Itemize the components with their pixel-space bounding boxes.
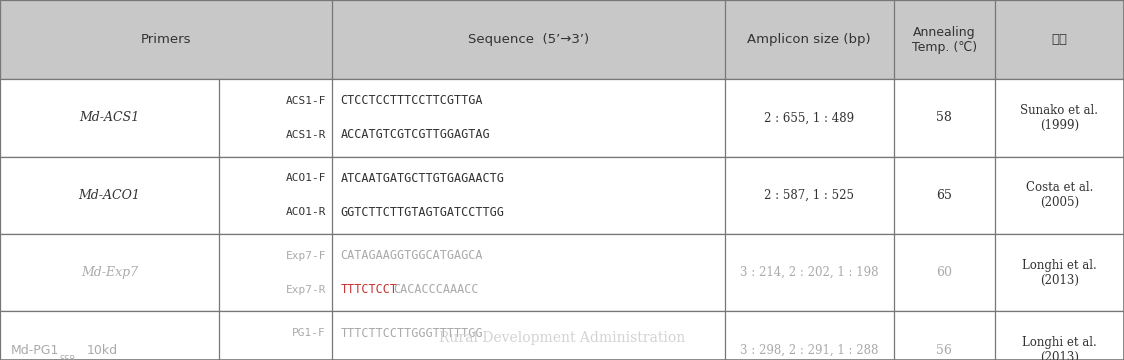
Text: ACO1-F: ACO1-F <box>285 173 326 183</box>
Text: ACO1-R: ACO1-R <box>285 207 326 217</box>
Text: Md-ACO1: Md-ACO1 <box>79 189 140 202</box>
Text: Md-PG1: Md-PG1 <box>10 343 60 357</box>
Text: ATCAATGATGCTTGTGAGAACTG: ATCAATGATGCTTGTGAGAACTG <box>341 172 505 185</box>
Bar <box>0 157 1124 234</box>
Text: PG1-F: PG1-F <box>292 328 326 338</box>
Text: Longhi et al.
(2013): Longhi et al. (2013) <box>1022 336 1097 360</box>
Text: ACS1-R: ACS1-R <box>285 130 326 140</box>
Text: Exp7-F: Exp7-F <box>285 251 326 261</box>
Text: 65: 65 <box>936 189 952 202</box>
Text: 2 : 587, 1 : 525: 2 : 587, 1 : 525 <box>764 189 854 202</box>
Text: GGTCTTCTTGTAGTGATCCTTGG: GGTCTTCTTGTAGTGATCCTTGG <box>341 206 505 219</box>
Text: Annealing
Temp. (℃): Annealing Temp. (℃) <box>912 26 977 54</box>
Text: Md-Exp7: Md-Exp7 <box>81 266 138 279</box>
Text: ACCATGTCGTCGTTGGAGTAG: ACCATGTCGTCGTTGGAGTAG <box>341 129 490 141</box>
Text: 3 : 298, 2 : 291, 1 : 288: 3 : 298, 2 : 291, 1 : 288 <box>740 343 879 357</box>
Text: Costa et al.
(2005): Costa et al. (2005) <box>1026 181 1093 209</box>
Text: TTTCTCCT: TTTCTCCT <box>341 283 398 296</box>
Text: Sequence  (5’→3’): Sequence (5’→3’) <box>468 33 589 46</box>
Text: 10kd: 10kd <box>88 343 118 357</box>
Text: ACS1-F: ACS1-F <box>285 96 326 106</box>
Text: SSR: SSR <box>60 355 75 360</box>
Text: TTTCTTCCTTGGGTTTTTGG: TTTCTTCCTTGGGTTTTTGG <box>341 327 483 339</box>
Text: Primers: Primers <box>140 33 191 46</box>
Text: CATAGAAGGTGGCATGAGCA: CATAGAAGGTGGCATGAGCA <box>341 249 483 262</box>
Text: 비고: 비고 <box>1051 33 1068 46</box>
Bar <box>0 311 1124 360</box>
Text: 3 : 214, 2 : 202, 1 : 198: 3 : 214, 2 : 202, 1 : 198 <box>740 266 879 279</box>
Text: 2 : 655, 1 : 489: 2 : 655, 1 : 489 <box>764 111 854 125</box>
Text: 58: 58 <box>936 111 952 125</box>
Text: 56: 56 <box>936 343 952 357</box>
Text: Exp7-R: Exp7-R <box>285 285 326 295</box>
Bar <box>0 234 1124 311</box>
Bar <box>0 79 1124 157</box>
Text: Amplicon size (bp): Amplicon size (bp) <box>747 33 871 46</box>
Text: Rural Development Administration: Rural Development Administration <box>438 332 686 345</box>
Text: CACACCCAAACC: CACACCCAAACC <box>393 283 479 296</box>
Text: Md-ACS1: Md-ACS1 <box>80 111 139 125</box>
Text: CTCCTCCTTTCCTTCGTTGA: CTCCTCCTTTCCTTCGTTGA <box>341 94 483 107</box>
Text: Longhi et al.
(2013): Longhi et al. (2013) <box>1022 259 1097 287</box>
Bar <box>0 0 1124 79</box>
Text: 60: 60 <box>936 266 952 279</box>
Text: Sunako et al.
(1999): Sunako et al. (1999) <box>1021 104 1098 132</box>
